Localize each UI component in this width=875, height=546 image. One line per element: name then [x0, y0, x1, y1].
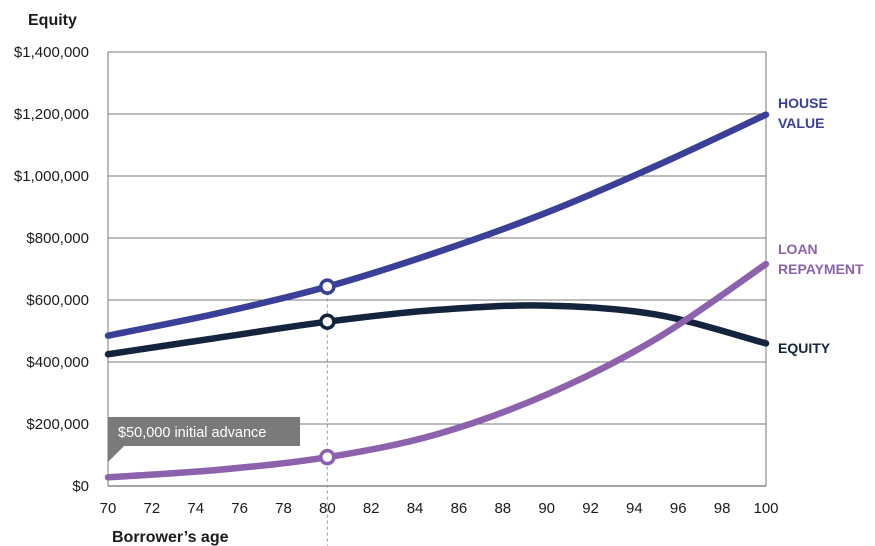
y-axis-title: Equity: [28, 12, 77, 29]
x-axis-ticks: 70 72 74 76 78 80 82 84 86 88 90 92 94 96 98 100: [100, 500, 779, 517]
x-tick-label: 90: [538, 500, 555, 517]
x-tick-label: 96: [670, 500, 687, 517]
annotation-box: [108, 417, 300, 462]
x-tick-label: 94: [626, 500, 643, 517]
x-tick-label: 88: [494, 500, 511, 517]
series-lines: [104, 111, 770, 481]
marker-loan-repayment: [319, 448, 336, 466]
annotation-group: $50,000 initial advance: [108, 417, 300, 462]
y-axis-ticks: $0 $200,000 $400,000 $600,000 $800,000 $1,000…: [14, 44, 89, 495]
x-tick-label: 100: [753, 500, 778, 517]
x-tick-label: 70: [100, 500, 117, 517]
x-tick-label: 82: [363, 500, 380, 517]
series-label-house-value: HOUSE VALUE: [778, 95, 828, 131]
y-tick-label: $800,000: [26, 230, 89, 247]
x-tick-label: 80: [319, 500, 336, 517]
series-label-equity: EQUITY: [778, 340, 831, 356]
x-tick-label: 98: [714, 500, 731, 517]
x-axis-title: Borrower’s age: [112, 529, 229, 546]
x-tick-label: 84: [407, 500, 424, 517]
series-line-equity: [104, 302, 770, 358]
y-tick-label: $1,400,000: [14, 44, 89, 61]
x-tick-label: 76: [231, 500, 248, 517]
x-tick-label: 86: [451, 500, 468, 517]
y-tick-label: $600,000: [26, 292, 89, 309]
y-tick-label: $200,000: [26, 416, 89, 433]
x-tick-label: 74: [187, 500, 204, 517]
series-label-loan-repayment: LOAN REPAYMENT: [778, 241, 864, 277]
series-line-loan-repayment: [104, 260, 770, 481]
y-tick-label: $1,000,000: [14, 168, 89, 185]
series-markers: [319, 278, 336, 466]
y-tick-label: $1,200,000: [14, 106, 89, 123]
x-tick-label: 92: [582, 500, 599, 517]
marker-equity: [319, 313, 336, 330]
marker-house-value: [319, 278, 336, 295]
x-tick-label: 78: [275, 500, 292, 517]
y-tick-label: $0: [72, 478, 89, 495]
y-tick-label: $400,000: [26, 354, 89, 371]
annotation-text: $50,000 initial advance: [118, 425, 266, 441]
series-labels: HOUSE VALUE EQUITY LOAN REPAYMENT: [778, 95, 864, 356]
series-line-house-value: [104, 111, 770, 339]
x-tick-label: 72: [144, 500, 161, 517]
